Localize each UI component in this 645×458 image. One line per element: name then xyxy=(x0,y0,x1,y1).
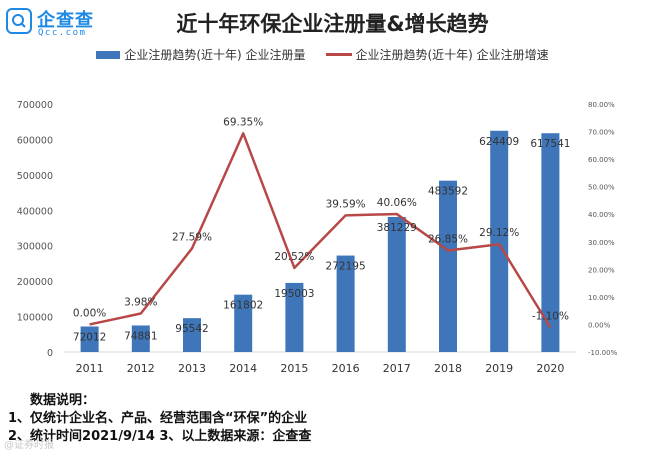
watermark: @证券时报 xyxy=(4,440,54,451)
legend-item-line: 企业注册趋势(近十年) 企业注册增速 xyxy=(325,46,549,63)
line-data-label: 27.59% xyxy=(172,231,212,243)
logo-mark-icon xyxy=(6,8,32,34)
line-data-label: -1.10% xyxy=(532,310,569,322)
notes-line-1: 1、仅统计企业名、产品、经营范围含“环保”的企业 xyxy=(8,411,308,426)
y-right-tick-label: 40.00% xyxy=(588,211,615,219)
bar xyxy=(490,130,509,352)
bar xyxy=(541,133,560,352)
bar xyxy=(439,180,457,352)
y-left-tick-label: 600000 xyxy=(17,135,53,146)
y-right-tick-label: 50.00% xyxy=(588,184,615,192)
y-left-tick-label: 700000 xyxy=(17,100,53,111)
line-data-label: 3.98% xyxy=(124,296,157,308)
bar xyxy=(387,216,406,352)
line-data-label: 26.85% xyxy=(428,233,468,245)
brand-name: 企查查 xyxy=(37,10,94,31)
x-tick-label: 2020 xyxy=(536,362,564,375)
notes-heading: 数据说明： xyxy=(30,393,96,408)
bar-data-label: 195003 xyxy=(274,288,314,300)
x-tick-label: 2013 xyxy=(178,362,206,375)
line-data-label: 39.59% xyxy=(326,198,366,210)
y-right-tick-label: 70.00% xyxy=(588,129,615,137)
y-left-tick-label: 100000 xyxy=(17,313,53,324)
bar xyxy=(131,325,150,352)
line-data-label: 40.06% xyxy=(377,197,417,209)
brand-sub: Qcc.com xyxy=(38,28,87,38)
legend-bar-swatch xyxy=(96,50,121,59)
bar xyxy=(80,326,99,352)
y-right-tick-label: 20.00% xyxy=(588,266,615,274)
x-tick-label: 2018 xyxy=(434,362,462,375)
bar-data-label: 161802 xyxy=(223,300,263,312)
bar xyxy=(234,294,253,352)
x-tick-label: 2014 xyxy=(229,362,257,375)
y-right-tick-label: 60.00% xyxy=(588,156,615,164)
data-notes: 数据说明： 1、仅统计企业名、产品、经营范围含“环保”的企业 2、统计时间202… xyxy=(8,392,311,446)
bar-data-label: 95542 xyxy=(175,323,208,335)
y-right-tick-label: -10.00% xyxy=(588,349,618,357)
y-left-tick-label: 200000 xyxy=(17,277,53,288)
bar-data-label: 72012 xyxy=(73,331,106,343)
legend-item-bar: 企业注册趋势(近十年) 企业注册量 xyxy=(96,46,306,63)
growth-line xyxy=(89,132,552,329)
line-data-label: 0.00% xyxy=(73,307,106,319)
y-right-tick-label: 10.00% xyxy=(588,294,615,302)
x-tick-label: 2019 xyxy=(485,362,513,375)
notes-line-2: 2、统计时间2021/9/14 3、以上数据来源：企查查 xyxy=(8,429,312,444)
bar-data-label: 272195 xyxy=(326,261,366,273)
y-left-tick-label: 300000 xyxy=(17,242,53,253)
legend-line-label: 企业注册趋势(近十年) 企业注册增速 xyxy=(355,48,549,62)
legend-line-swatch xyxy=(325,53,352,56)
brand-logo: 企查查 Qcc.com xyxy=(6,6,126,42)
bar xyxy=(183,318,201,352)
bar-data-label: 483592 xyxy=(428,186,468,198)
y-right-tick-label: 80.00% xyxy=(588,101,615,109)
x-tick-label: 2015 xyxy=(280,362,308,375)
y-left-tick-label: 400000 xyxy=(17,206,53,217)
chart-legend: 企业注册趋势(近十年) 企业注册量 企业注册趋势(近十年) 企业注册增速 xyxy=(0,46,645,63)
bar xyxy=(285,282,304,352)
x-tick-label: 2012 xyxy=(127,362,155,375)
bar-data-label: 617541 xyxy=(530,138,570,150)
legend-bar-label: 企业注册趋势(近十年) 企业注册量 xyxy=(124,48,306,62)
chart-title: 近十年环保企业注册量&增长趋势 xyxy=(176,12,489,36)
combo-chart: 0 100000 200000 300000 400000 500000 600000 700… xyxy=(17,100,618,375)
y-right-tick-label: 30.00% xyxy=(588,239,615,247)
line-data-label: 29.12% xyxy=(479,227,519,239)
line-data-label: 69.35% xyxy=(223,116,263,128)
bar xyxy=(336,255,355,352)
y-right-tick-label: 0.00% xyxy=(588,321,611,329)
bar-data-label: 624409 xyxy=(479,136,519,148)
bar-data-label: 381229 xyxy=(377,222,417,234)
line-data-label: 20.52% xyxy=(274,251,314,263)
y-left-tick-label: 0 xyxy=(47,348,53,359)
bar-data-label: 74881 xyxy=(124,330,157,342)
y-left-tick-label: 500000 xyxy=(17,171,53,182)
x-tick-label: 2017 xyxy=(383,362,411,375)
x-tick-label: 2011 xyxy=(76,362,104,375)
x-tick-label: 2016 xyxy=(332,362,360,375)
